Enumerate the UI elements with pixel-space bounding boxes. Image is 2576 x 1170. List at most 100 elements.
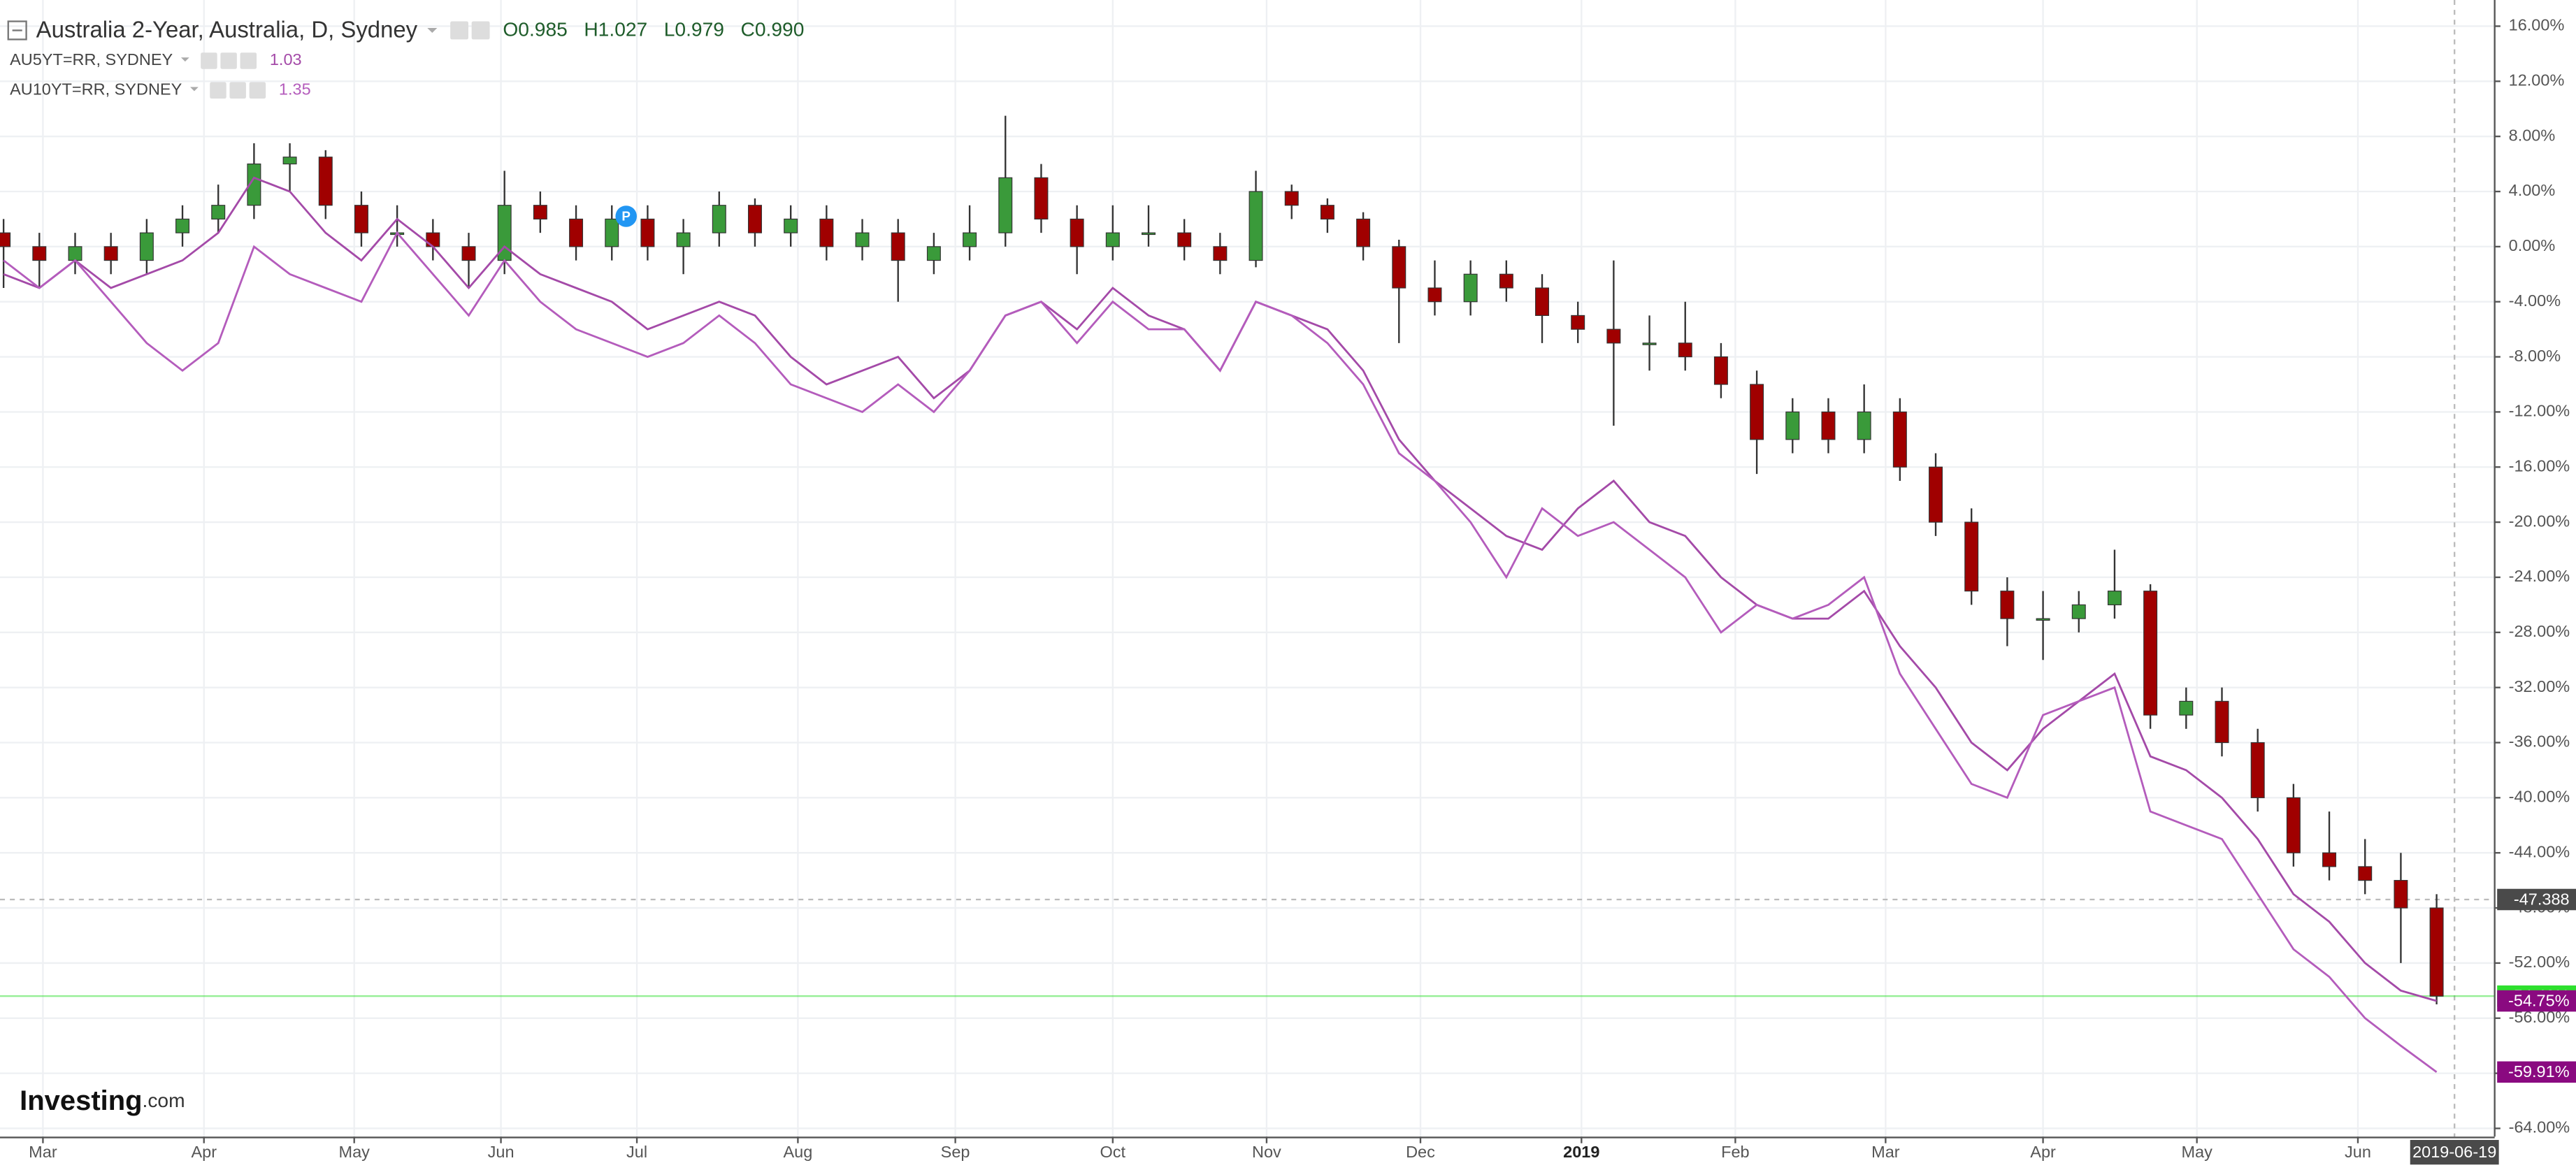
dropdown-arrow[interactable] bbox=[427, 27, 438, 34]
candle-body bbox=[1857, 411, 1871, 440]
y-tick-label: -44.00% bbox=[2509, 842, 2570, 860]
candle-body bbox=[2107, 591, 2122, 605]
x-tick-label: Aug bbox=[783, 1143, 812, 1161]
legend-series-value: 1.35 bbox=[279, 80, 311, 98]
candle-body bbox=[1821, 411, 1836, 440]
crosshair-price-label: -47.388 bbox=[2514, 890, 2570, 908]
series-icon[interactable] bbox=[220, 52, 237, 69]
legend-series-name: AU10YT=RR, SYDNEY bbox=[10, 80, 182, 98]
series-icon[interactable] bbox=[240, 52, 257, 69]
y-tick-label: 16.00% bbox=[2509, 16, 2565, 34]
watermark-brand: Investing bbox=[20, 1085, 142, 1115]
series-icon[interactable] bbox=[210, 82, 226, 99]
ohlc-value: 1.027 bbox=[598, 18, 648, 41]
candle-body bbox=[1320, 205, 1334, 220]
x-tick-label: Jun bbox=[488, 1143, 515, 1161]
collapse-button[interactable] bbox=[7, 20, 27, 41]
x-tick-label: 2019 bbox=[1563, 1143, 1599, 1161]
crosshair-price-label-box bbox=[2497, 888, 2576, 911]
annotation-label: P bbox=[621, 209, 631, 224]
series-icon[interactable] bbox=[229, 82, 246, 99]
series-icon[interactable] bbox=[249, 82, 266, 99]
candle-body bbox=[1571, 315, 1585, 330]
y-tick-label: -28.00% bbox=[2509, 622, 2570, 640]
candle-body bbox=[926, 246, 941, 261]
legend-series-name: AU5YT=RR, SYDNEY bbox=[10, 50, 173, 68]
crosshair-date-label: 2019-06-19 bbox=[2412, 1143, 2496, 1161]
x-tick-label: Sep bbox=[941, 1143, 970, 1161]
x-tick-label: Jun bbox=[2345, 1143, 2371, 1161]
ohlc-value: 0.985 bbox=[518, 18, 568, 41]
series-last-label: -54.75% bbox=[2508, 992, 2570, 1010]
ohlc-legend: L0.979 bbox=[664, 18, 724, 41]
candle-body bbox=[1356, 218, 1371, 247]
comparison-line bbox=[3, 231, 2438, 1073]
candle-body bbox=[247, 163, 261, 206]
candle-body bbox=[1177, 232, 1192, 247]
candle-body bbox=[1105, 232, 1120, 247]
candle-body bbox=[103, 246, 118, 261]
candle-body bbox=[68, 246, 82, 261]
candle-body bbox=[1678, 342, 1692, 358]
candle-body bbox=[461, 246, 476, 261]
x-tick-label: May bbox=[339, 1143, 370, 1161]
candle-body bbox=[2286, 797, 2301, 853]
x-tick-label: Oct bbox=[1100, 1143, 1126, 1161]
candle-body bbox=[1892, 411, 1907, 468]
dropdown-arrow[interactable] bbox=[180, 57, 189, 62]
candle-body bbox=[2429, 907, 2444, 997]
y-tick-label: 8.00% bbox=[2509, 126, 2556, 144]
candle-body bbox=[1929, 466, 1943, 523]
candle-body bbox=[1284, 191, 1299, 206]
ohlc-value: 0.990 bbox=[755, 18, 805, 41]
candle-body bbox=[2143, 591, 2158, 716]
y-tick-label: -8.00% bbox=[2509, 347, 2561, 365]
chart-title: Australia 2-Year, Australia, D, Sydney bbox=[36, 16, 418, 42]
candle-body bbox=[784, 218, 798, 233]
candle-body bbox=[1427, 287, 1442, 303]
candle-body bbox=[2215, 700, 2229, 744]
series-last-label: -59.91% bbox=[2508, 1062, 2570, 1081]
y-tick-label: -36.00% bbox=[2509, 732, 2570, 751]
candle-body bbox=[605, 218, 619, 247]
candle-body bbox=[1499, 273, 1513, 289]
candle-body bbox=[891, 232, 905, 261]
candle-body bbox=[139, 232, 154, 261]
legend: Australia 2-Year, Australia, D, Sydney O… bbox=[7, 16, 805, 99]
y-tick-label: 12.00% bbox=[2509, 71, 2565, 89]
candle-body bbox=[1070, 218, 1084, 247]
series-icon[interactable] bbox=[201, 52, 217, 69]
watermark-domain: .com bbox=[143, 1089, 185, 1111]
candle-body bbox=[282, 157, 297, 165]
candle-body bbox=[175, 218, 190, 233]
candle-body bbox=[2179, 700, 2194, 716]
ohlc-value: 0.979 bbox=[675, 18, 724, 41]
candle-body bbox=[318, 157, 333, 206]
candle-body bbox=[2071, 604, 2086, 619]
y-tick-label: 4.00% bbox=[2509, 181, 2556, 199]
settings-icon[interactable] bbox=[471, 21, 490, 40]
candle-body bbox=[819, 218, 834, 247]
ohlc-legend: H1.027 bbox=[584, 18, 647, 41]
series-last-label-box bbox=[2497, 1061, 2576, 1083]
candle-body bbox=[855, 232, 870, 247]
x-tick-label: Dec bbox=[1406, 1143, 1435, 1161]
x-tick-label: Mar bbox=[1871, 1143, 1900, 1161]
series-last-label-box bbox=[2497, 990, 2576, 1012]
candle-body bbox=[2036, 618, 2050, 621]
candle-body bbox=[2358, 866, 2373, 881]
y-tick-label: -32.00% bbox=[2509, 677, 2570, 695]
settings-icon[interactable] bbox=[450, 21, 468, 40]
x-tick-label: Nov bbox=[1252, 1143, 1281, 1161]
legend-series-value: 1.03 bbox=[270, 50, 302, 68]
candle-body bbox=[2250, 742, 2265, 798]
y-tick-label: -40.00% bbox=[2509, 788, 2570, 806]
dropdown-arrow[interactable] bbox=[190, 87, 199, 92]
annotation-marker[interactable] bbox=[615, 205, 637, 227]
candle-body bbox=[2000, 591, 2015, 619]
candle-body bbox=[712, 205, 726, 233]
ohlc-key: L bbox=[664, 18, 675, 41]
